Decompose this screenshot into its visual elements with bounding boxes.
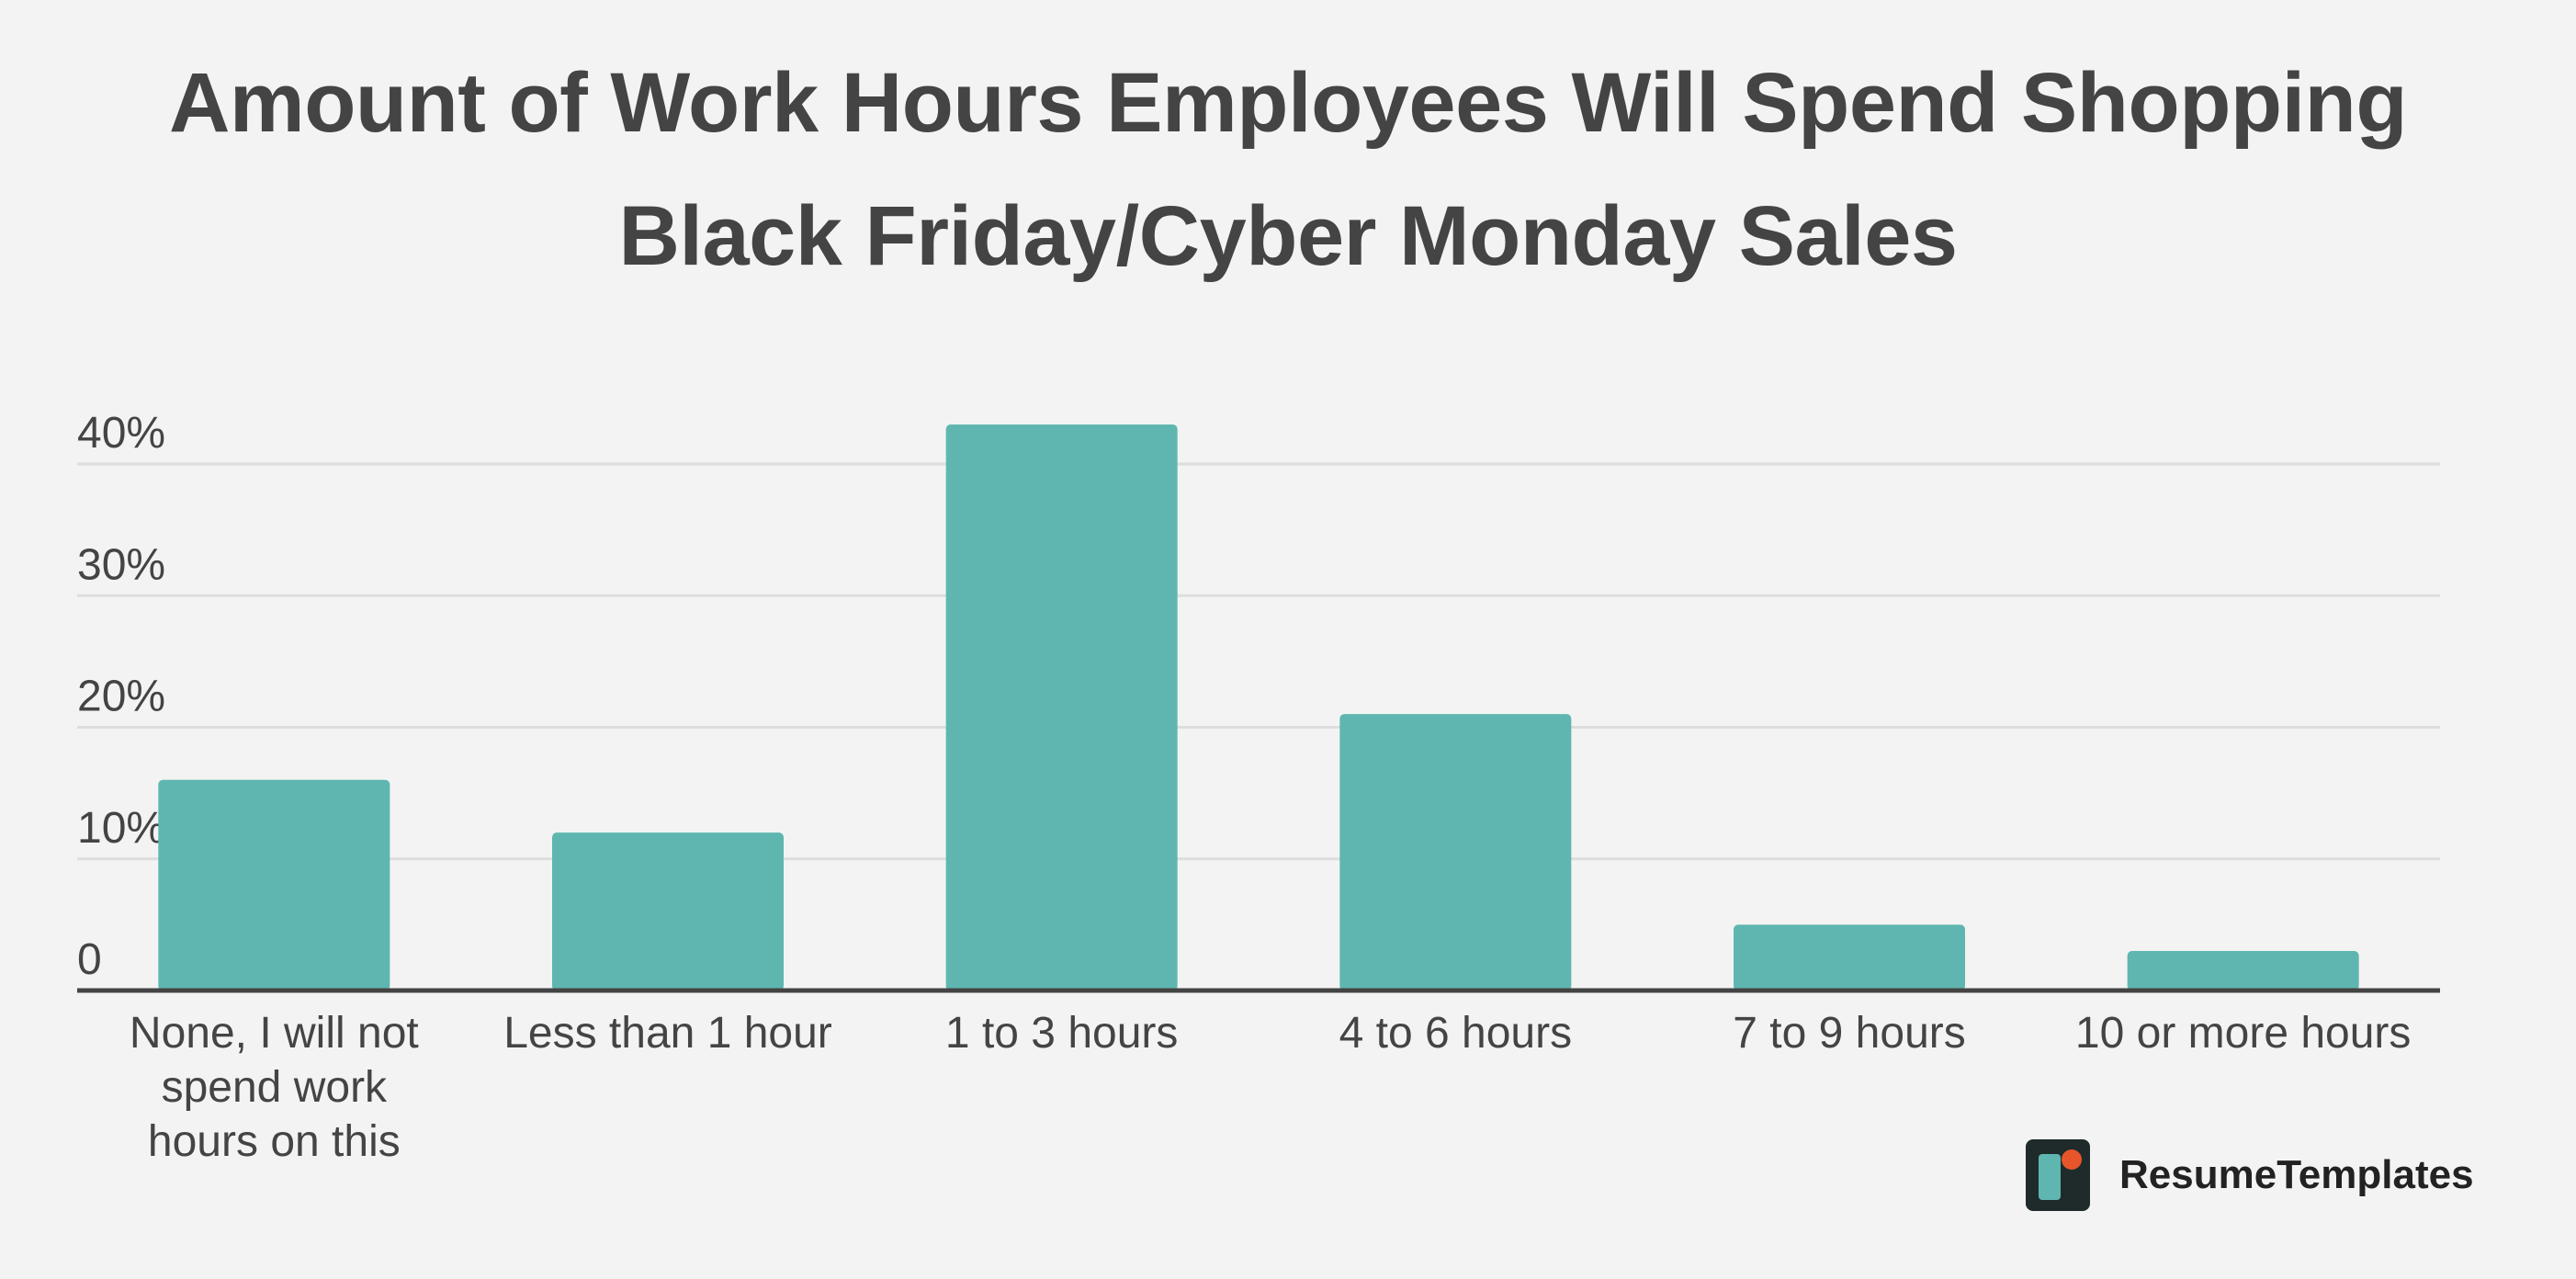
y-tick-label: 0	[77, 935, 102, 984]
brand-name: ResumeTemplates	[2119, 1152, 2474, 1197]
y-tick-label: 40%	[77, 409, 165, 458]
chart-title-line-1: Amount of Work Hours Employees Will Spen…	[168, 56, 2408, 150]
y-tick-label: 10%	[77, 804, 165, 853]
x-category-label: 1 to 3 hours	[945, 1009, 1179, 1058]
brand: ResumeTemplates	[2026, 1139, 2474, 1211]
x-category-label: Less than 1 hour	[503, 1009, 832, 1058]
y-tick-label: 30%	[77, 540, 165, 589]
x-axis-category-labels: None, I will not spend work hours on this L…	[130, 1009, 2411, 1166]
y-axis-tick-labels: 0 10% 20% 30% 40%	[77, 409, 165, 984]
bar-2	[945, 424, 1178, 990]
grid-lines	[77, 462, 2440, 861]
bars	[158, 424, 2359, 990]
x-category-label: 4 to 6 hours	[1339, 1009, 1573, 1058]
y-tick-label: 20%	[77, 673, 165, 721]
bar-3	[1339, 714, 1572, 990]
bar-0	[158, 779, 390, 990]
x-category-label: None, I will not spend work hours on this	[130, 1009, 419, 1166]
chart-title-line-2: Black Friday/Cyber Monday Sales	[618, 189, 1958, 283]
bar-5	[2127, 951, 2359, 990]
resume-templates-logo-icon	[2026, 1139, 2090, 1211]
x-category-label: 7 to 9 hours	[1733, 1009, 1966, 1058]
bar-1	[552, 832, 784, 990]
bar-4	[1734, 924, 1965, 990]
x-category-label: 10 or more hours	[2075, 1009, 2412, 1058]
